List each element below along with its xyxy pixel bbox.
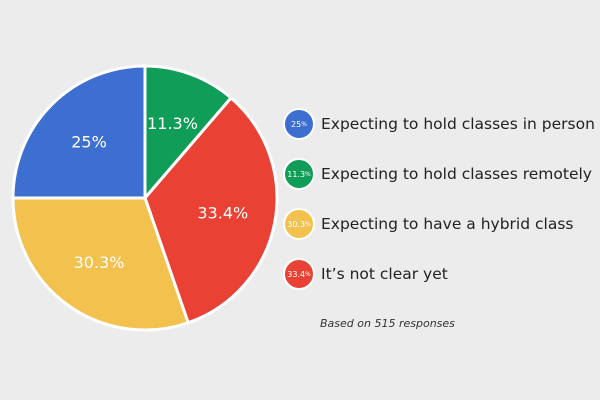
pie-slice (143, 96, 279, 325)
legend-badge-value: 30.3 (287, 219, 306, 229)
legend-item: 30.3% Expecting to have a hybrid class (283, 207, 573, 241)
legend-badge-value: 11.3 (287, 169, 306, 179)
footnote: Based on 515 responses (320, 317, 455, 330)
slice-data-label: 11.3% (147, 114, 198, 133)
legend-label: Expecting to have a hybrid class (321, 215, 574, 233)
legend-label: Expecting to hold classes in person (321, 115, 595, 133)
legend-item: 25% Expecting to hold classes in person (283, 107, 595, 141)
legend-badge-value: 25 (291, 119, 302, 129)
percent-sign: % (305, 220, 311, 228)
legend-badge: 25% (283, 108, 315, 140)
legend-badge: 30.3% (283, 208, 315, 240)
slice-data-label: 33.4% (197, 203, 248, 222)
legend-label: It’s not clear yet (321, 265, 448, 283)
percent-sign: % (305, 270, 311, 278)
pie-slice (143, 64, 233, 200)
legend-item: 33.4% It’s not clear yet (283, 257, 448, 291)
legend-badge: 33.4% (283, 258, 315, 290)
legend-label: Expecting to hold classes remotely (321, 165, 592, 183)
slice-data-label: 30.3% (74, 253, 125, 272)
percent-sign: % (305, 170, 311, 178)
pie-slice (11, 64, 147, 200)
slice-data-label: 25% (71, 132, 107, 151)
legend-item: 11.3% Expecting to hold classes remotely (283, 157, 592, 191)
pie-slice (11, 196, 190, 332)
percent-sign: % (301, 120, 307, 128)
legend-badge: 11.3% (283, 158, 315, 190)
legend-badge-value: 33.4 (287, 269, 306, 279)
